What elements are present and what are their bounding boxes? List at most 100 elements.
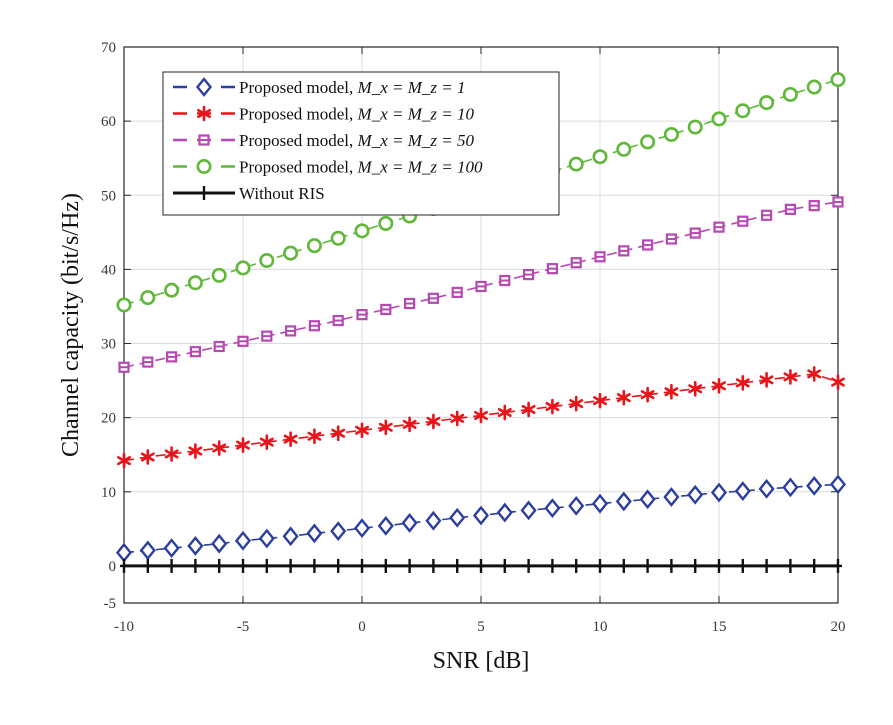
asterisk-stroke	[688, 384, 703, 394]
data-point	[306, 523, 323, 544]
asterisk-stroke	[640, 390, 655, 400]
data-point	[758, 478, 775, 499]
diamond-marker	[544, 498, 561, 519]
asterisk-stroke	[331, 428, 346, 438]
data-point	[282, 526, 299, 547]
data-point	[572, 558, 581, 573]
data-point	[735, 375, 750, 391]
diamond-marker	[687, 484, 704, 505]
data-point	[117, 452, 131, 469]
data-point	[259, 434, 274, 450]
data-point	[285, 325, 297, 337]
data-point	[474, 407, 488, 424]
x-axis-label: SNR [dB]	[433, 648, 530, 674]
circle-marker	[164, 282, 180, 298]
asterisk-stroke	[521, 404, 536, 415]
circle-marker	[259, 253, 275, 269]
diamond-marker	[195, 77, 213, 97]
circle-marker	[806, 79, 822, 95]
data-point	[710, 482, 728, 503]
series-5	[120, 558, 842, 573]
data-point	[258, 528, 275, 549]
circle-marker	[187, 275, 203, 291]
diamond-marker	[806, 475, 823, 496]
legend-item: Proposed model, M_x = M_z = 1	[173, 77, 465, 97]
x-tick-label: 5	[477, 619, 485, 635]
data-point	[449, 507, 466, 528]
legend-label: Proposed model, M_x = M_z = 10	[239, 105, 474, 124]
data-point	[286, 558, 295, 573]
diamond-marker	[568, 495, 585, 516]
diamond-marker	[258, 528, 275, 549]
data-point	[188, 443, 203, 459]
data-point	[522, 268, 535, 281]
asterisk-stroke	[759, 375, 774, 385]
data-point	[381, 558, 390, 573]
circle-marker	[663, 126, 679, 142]
data-point	[499, 274, 511, 287]
data-point	[118, 361, 130, 373]
data-point	[475, 280, 487, 293]
data-point	[401, 513, 418, 533]
legend-item: Without RIS	[173, 184, 325, 203]
data-point	[810, 558, 819, 573]
circle-marker	[592, 149, 608, 165]
data-point	[307, 428, 322, 445]
data-point	[640, 134, 656, 150]
legend-item: Proposed model, M_x = M_z = 100	[173, 158, 483, 177]
data-point	[236, 437, 250, 453]
data-point	[404, 297, 416, 310]
data-point	[782, 477, 799, 498]
circle-marker	[211, 267, 227, 283]
data-point	[663, 126, 679, 142]
asterisk-stroke	[831, 377, 845, 387]
circle-marker	[283, 245, 299, 261]
diamond-marker	[282, 526, 299, 547]
x-tick-label: 0	[358, 619, 366, 635]
diamond-marker	[591, 493, 609, 514]
asterisk-stroke	[474, 410, 488, 420]
data-point	[358, 558, 366, 573]
data-point	[142, 356, 154, 368]
data-point	[453, 558, 462, 573]
asterisk-stroke	[593, 396, 607, 406]
data-point	[116, 297, 132, 313]
diamond-marker	[520, 500, 537, 521]
x-tick-label: -5	[237, 619, 250, 635]
data-point	[688, 380, 703, 397]
diamond-marker	[306, 523, 323, 544]
series-3	[118, 196, 844, 373]
data-point	[806, 475, 823, 496]
diamond-marker	[401, 513, 418, 533]
data-point	[618, 245, 630, 257]
data-point	[783, 369, 798, 385]
data-point	[334, 558, 343, 573]
data-point	[164, 282, 180, 298]
circle-marker	[782, 86, 798, 102]
data-point	[737, 215, 749, 227]
data-point	[782, 86, 798, 102]
data-point	[163, 538, 180, 559]
circle-marker	[330, 230, 346, 246]
legend: Proposed model, M_x = M_z = 1 Proposed mo…	[162, 71, 560, 216]
data-point	[570, 257, 582, 269]
x-tick-label: 15	[712, 619, 727, 635]
data-point	[760, 209, 773, 221]
diamond-marker	[211, 533, 228, 554]
data-point	[569, 395, 584, 412]
data-point	[164, 446, 179, 462]
legend-marker	[197, 105, 211, 122]
data-point	[667, 558, 676, 573]
circle-marker	[568, 156, 584, 172]
data-point	[306, 238, 322, 254]
y-tick-label: 50	[101, 188, 116, 204]
data-point	[211, 267, 227, 283]
diamond-marker	[782, 477, 799, 498]
data-point	[592, 149, 608, 165]
data-point	[354, 223, 370, 239]
data-point	[641, 239, 654, 251]
circle-marker	[354, 223, 370, 239]
legend-label: Without RIS	[239, 184, 325, 203]
legend-marker	[200, 186, 208, 200]
data-point	[689, 227, 701, 239]
